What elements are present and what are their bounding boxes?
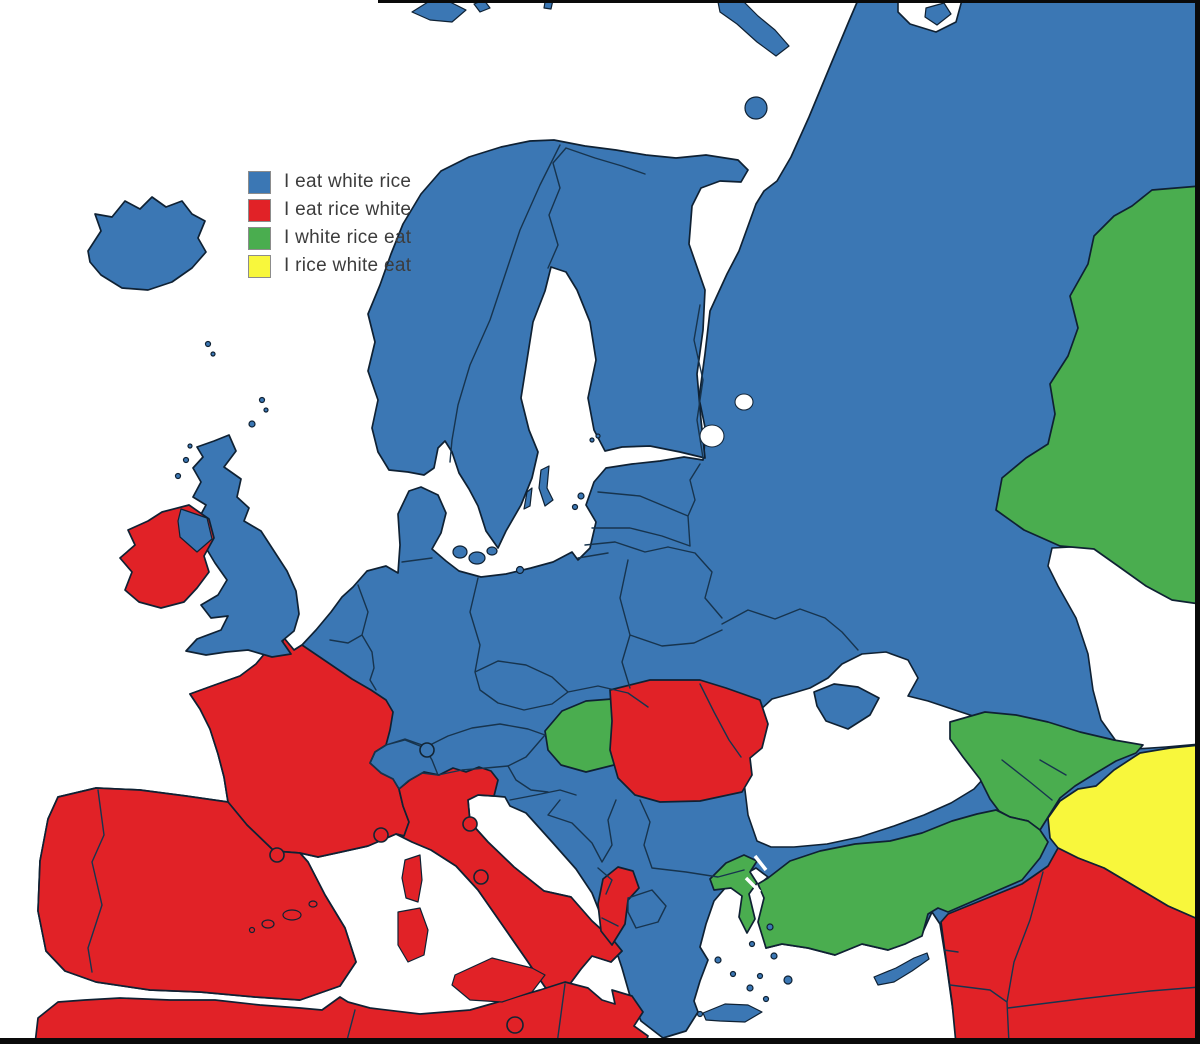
region-aegean-isles: [696, 923, 793, 1018]
region-kolguyev: [744, 96, 768, 120]
region-crimea: [813, 683, 880, 730]
region-scottish-isles: [174, 340, 269, 480]
internal-borders: [87, 144, 1200, 1044]
region-great-britain: [185, 434, 300, 658]
borders-central: [329, 577, 649, 790]
region-oland: [523, 487, 533, 510]
region-iceland: [87, 196, 207, 291]
sea-overlays: [699, 0, 1200, 848]
region-kazakhstan: [995, 185, 1200, 605]
lake-onega: [734, 393, 754, 411]
legend-row-eat-white-rice: I eat white rice: [248, 170, 412, 194]
legend-swatch-red: [248, 198, 271, 222]
region-turkey-europe: [709, 854, 758, 934]
legend-row-eat-rice-white: I eat rice white: [248, 198, 412, 222]
borders-nordic: [401, 144, 704, 563]
islands: [87, 0, 952, 1023]
legend-label: I white rice eat: [284, 227, 412, 248]
region-andorra: [269, 847, 285, 863]
region-corsica: [401, 854, 423, 903]
legend-row-white-rice-eat: I white rice eat: [248, 226, 412, 250]
region-aland-isles: [589, 433, 601, 443]
region-liechtenstein: [419, 742, 435, 758]
legend-swatch-yellow: [248, 254, 271, 278]
country-overlays: [34, 185, 1200, 1044]
region-vaygach: [924, 2, 952, 26]
region-romania-moldova: [609, 679, 769, 803]
region-san-marino: [462, 816, 478, 832]
region-scandinavia: [367, 139, 749, 549]
legend-label: I eat rice white: [284, 199, 412, 220]
region-gotland: [538, 465, 554, 507]
legend-swatch-blue: [248, 170, 271, 194]
region-balearic-isles: [248, 900, 318, 934]
legend-row-rice-white-eat: I rice white eat: [248, 254, 412, 278]
region-crete: [702, 1003, 763, 1023]
region-sardinia: [397, 907, 429, 963]
borders-balkan: [507, 683, 745, 929]
region-albania-kosovo: [597, 866, 640, 946]
region-iberia: [37, 787, 357, 1001]
legend: I eat white rice I eat rice white I whit…: [248, 170, 412, 283]
region-svalbard: [411, 0, 554, 23]
region-north-africa: [34, 981, 649, 1044]
legend-swatch-green: [248, 226, 271, 250]
borders-baltic-east: [577, 463, 859, 689]
region-middle-east: [940, 847, 1200, 1044]
region-cyprus: [873, 952, 930, 986]
region-vatican: [473, 869, 489, 885]
region-malta: [506, 1016, 524, 1034]
region-france: [189, 637, 410, 858]
region-danish-isles: [452, 545, 525, 575]
region-novaya-zemlya: [717, 0, 790, 57]
region-turkey-anatolia: [757, 809, 1049, 956]
legend-label: I rice white eat: [284, 255, 412, 276]
region-monaco: [373, 827, 389, 843]
microstates: [269, 742, 524, 1034]
bosphorus-strait: [744, 854, 768, 894]
region-northern-ireland: [177, 508, 213, 553]
borders-east-south: [87, 759, 1200, 1044]
region-caucasus: [949, 711, 1144, 831]
region-sicily: [451, 957, 546, 1003]
region-estonian-isles: [571, 492, 585, 511]
legend-label: I eat white rice: [284, 171, 412, 192]
lake-ladoga: [699, 424, 725, 448]
